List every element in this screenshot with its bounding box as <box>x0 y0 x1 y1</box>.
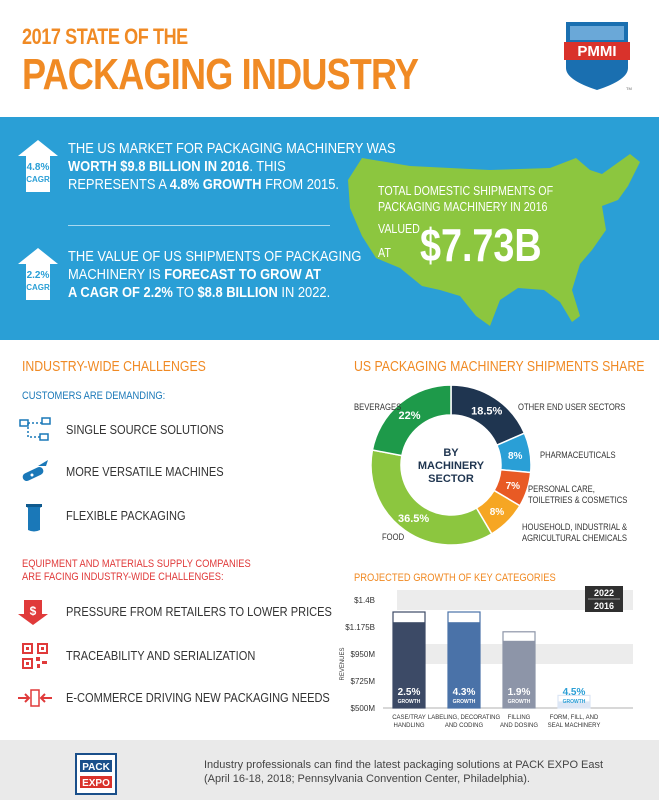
legend-personal-care: PERSONAL CARE, TOILETRIES & COSMETICS <box>528 484 628 505</box>
bar-2016 <box>448 622 480 708</box>
donut-slice-label: 7% <box>506 481 521 492</box>
list-item-label: E-COMMERCE DRIVING NEW PACKAGING NEEDS <box>66 690 330 705</box>
map-caption: TOTAL DOMESTIC SHIPMENTS OF PACKAGING MA… <box>378 183 554 214</box>
list-item-label: PRESSURE FROM RETAILERS TO LOWER PRICES <box>66 604 332 619</box>
legend-beverages: BEVERAGES <box>354 402 402 412</box>
svg-text:2.2%: 2.2% <box>27 270 50 281</box>
pack-expo-logo: PACK EXPO <box>75 753 117 795</box>
svg-text:CAGR: CAGR <box>26 175 50 184</box>
challenges-title: INDUSTRY-WIDE CHALLENGES <box>22 358 206 375</box>
footer-text: Industry professionals can find the late… <box>204 759 604 785</box>
growth-word: GROWTH <box>563 699 586 705</box>
category-label: AND CODING <box>445 723 484 729</box>
growth-word: GROWTH <box>453 699 476 705</box>
donut-center-label: BY <box>443 447 459 459</box>
logo-text: PMMI <box>577 43 616 60</box>
us-map-icon <box>348 154 640 326</box>
bar-chart: $1.4B$1.175B$950M$725M$500M 2.5%GROWTH4.… <box>340 586 633 729</box>
stat-2-text: THE VALUE OF US SHIPMENTS OF PACKAGING M… <box>68 248 362 301</box>
chart-legend: 2022 2016 <box>585 586 623 612</box>
growth-word: GROWTH <box>398 699 421 705</box>
logo-tm: TM <box>626 86 632 91</box>
donut-slice-label: 36.5% <box>398 513 429 525</box>
list-item: E-COMMERCE DRIVING NEW PACKAGING NEEDS <box>18 684 338 714</box>
y-tick-label: $1.4B <box>354 596 375 605</box>
svg-text:$: $ <box>30 604 37 618</box>
title-line-1: 2017 STATE OF THE <box>22 24 188 50</box>
list-item-label: SINGLE SOURCE SOLUTIONS <box>66 422 224 437</box>
category-label: FORM, FILL, AND <box>550 715 599 721</box>
donut-chart-title: US PACKAGING MACHINERY SHIPMENTS SHARE <box>354 358 645 375</box>
svg-text:CAGR: CAGR <box>26 283 50 292</box>
growth-label: 4.5% <box>563 687 586 698</box>
svg-text:4.8%: 4.8% <box>27 162 50 173</box>
pmmi-logo: PMMI TM <box>564 22 632 91</box>
growth-label: 4.3% <box>453 687 476 698</box>
band-divider <box>68 225 330 226</box>
list-item: $ PRESSURE FROM RETAILERS TO LOWER PRICE… <box>18 598 338 628</box>
y-axis-label: REVENUES <box>340 647 346 680</box>
list-item: SINGLE SOURCE SOLUTIONS <box>18 416 338 446</box>
swiss-knife-icon <box>22 460 48 481</box>
donut-slice-label: 18.5% <box>471 406 502 418</box>
donut-chart: 18.5% 8% 7% 8% 36.5% 22% BY MACHINERY SECTOR <box>370 384 532 546</box>
donut-slice-label: 8% <box>508 451 523 462</box>
donut-center-label: SECTOR <box>428 473 474 485</box>
stat-1-text: THE US MARKET FOR PACKAGING MACHINERY WA… <box>68 140 396 193</box>
y-tick-label: $725M <box>351 677 376 686</box>
legend-other-end-user: OTHER END USER SECTORS <box>518 402 626 412</box>
donut-slice-label: 22% <box>399 410 421 422</box>
category-label: CASE/TRAY <box>392 715 426 721</box>
category-label: LABELING, DECORATING <box>428 715 501 721</box>
customers-subtitle: CUSTOMERS ARE DEMANDING: <box>22 390 166 402</box>
legend-food: FOOD <box>382 532 405 542</box>
growth-label: 2.5% <box>398 687 421 698</box>
donut-slice-label: 8% <box>490 507 505 518</box>
y-tick-label: $500M <box>351 704 376 713</box>
legend-household: HOUSEHOLD, INDUSTRIAL & AGRICULTURAL CHE… <box>522 522 628 543</box>
list-item-label: MORE VERSATILE MACHINES <box>66 464 224 479</box>
suppliers-subtitle: EQUIPMENT AND MATERIALS SUPPLY COMPANIES… <box>22 558 251 583</box>
category-label: AND DOSING <box>500 723 538 729</box>
title-line-1-rest: STATE OF THE <box>65 24 188 49</box>
compress-arrows-icon <box>18 689 52 707</box>
category-label: HANDLING <box>393 723 424 729</box>
donut-slice <box>371 384 452 457</box>
list-item-label: TRACEABILITY AND SERIALIZATION <box>66 648 256 663</box>
network-icon <box>19 417 51 441</box>
price-down-icon: $ <box>18 600 48 625</box>
legend-pharmaceuticals: PHARMACEUTICALS <box>540 450 616 460</box>
y-tick-label: $1.175B <box>345 623 375 632</box>
donut-center-label: MACHINERY <box>418 460 485 472</box>
category-label: FILLING <box>508 715 531 721</box>
legend-2016: 2016 <box>594 601 614 611</box>
y-tick-label: $950M <box>351 650 376 659</box>
list-item: FLEXIBLE PACKAGING <box>18 502 338 532</box>
grid-band <box>397 590 633 610</box>
map-valued-label: VALUED AT <box>378 221 420 260</box>
svg-text:PACK: PACK <box>82 762 110 773</box>
bar-chart-title: PROJECTED GROWTH OF KEY CATEGORIES <box>354 572 556 584</box>
legend-2022: 2022 <box>594 588 614 598</box>
svg-text:EXPO: EXPO <box>82 778 110 789</box>
bar-2016 <box>393 622 425 708</box>
list-item: TRACEABILITY AND SERIALIZATION <box>18 642 338 672</box>
growth-arrow-icon: 4.8% CAGR <box>18 140 58 192</box>
list-item-label: FLEXIBLE PACKAGING <box>66 508 186 523</box>
list-item: MORE VERSATILE MACHINES <box>18 458 338 488</box>
growth-arrow-icon: 2.2% CAGR <box>18 248 58 300</box>
category-label: SEAL MACHINERY <box>548 723 601 729</box>
growth-word: GROWTH <box>508 699 531 705</box>
donut-slice <box>370 449 493 546</box>
page-title: PACKAGING INDUSTRY <box>22 50 419 99</box>
pouch-icon <box>26 504 42 532</box>
growth-label: 1.9% <box>508 687 531 698</box>
qr-code-icon <box>22 643 48 669</box>
total-shipments-value: $7.73B <box>420 219 542 271</box>
title-year: 2017 <box>22 24 61 49</box>
bar-2016 <box>558 701 590 708</box>
bar-2016 <box>503 640 535 708</box>
